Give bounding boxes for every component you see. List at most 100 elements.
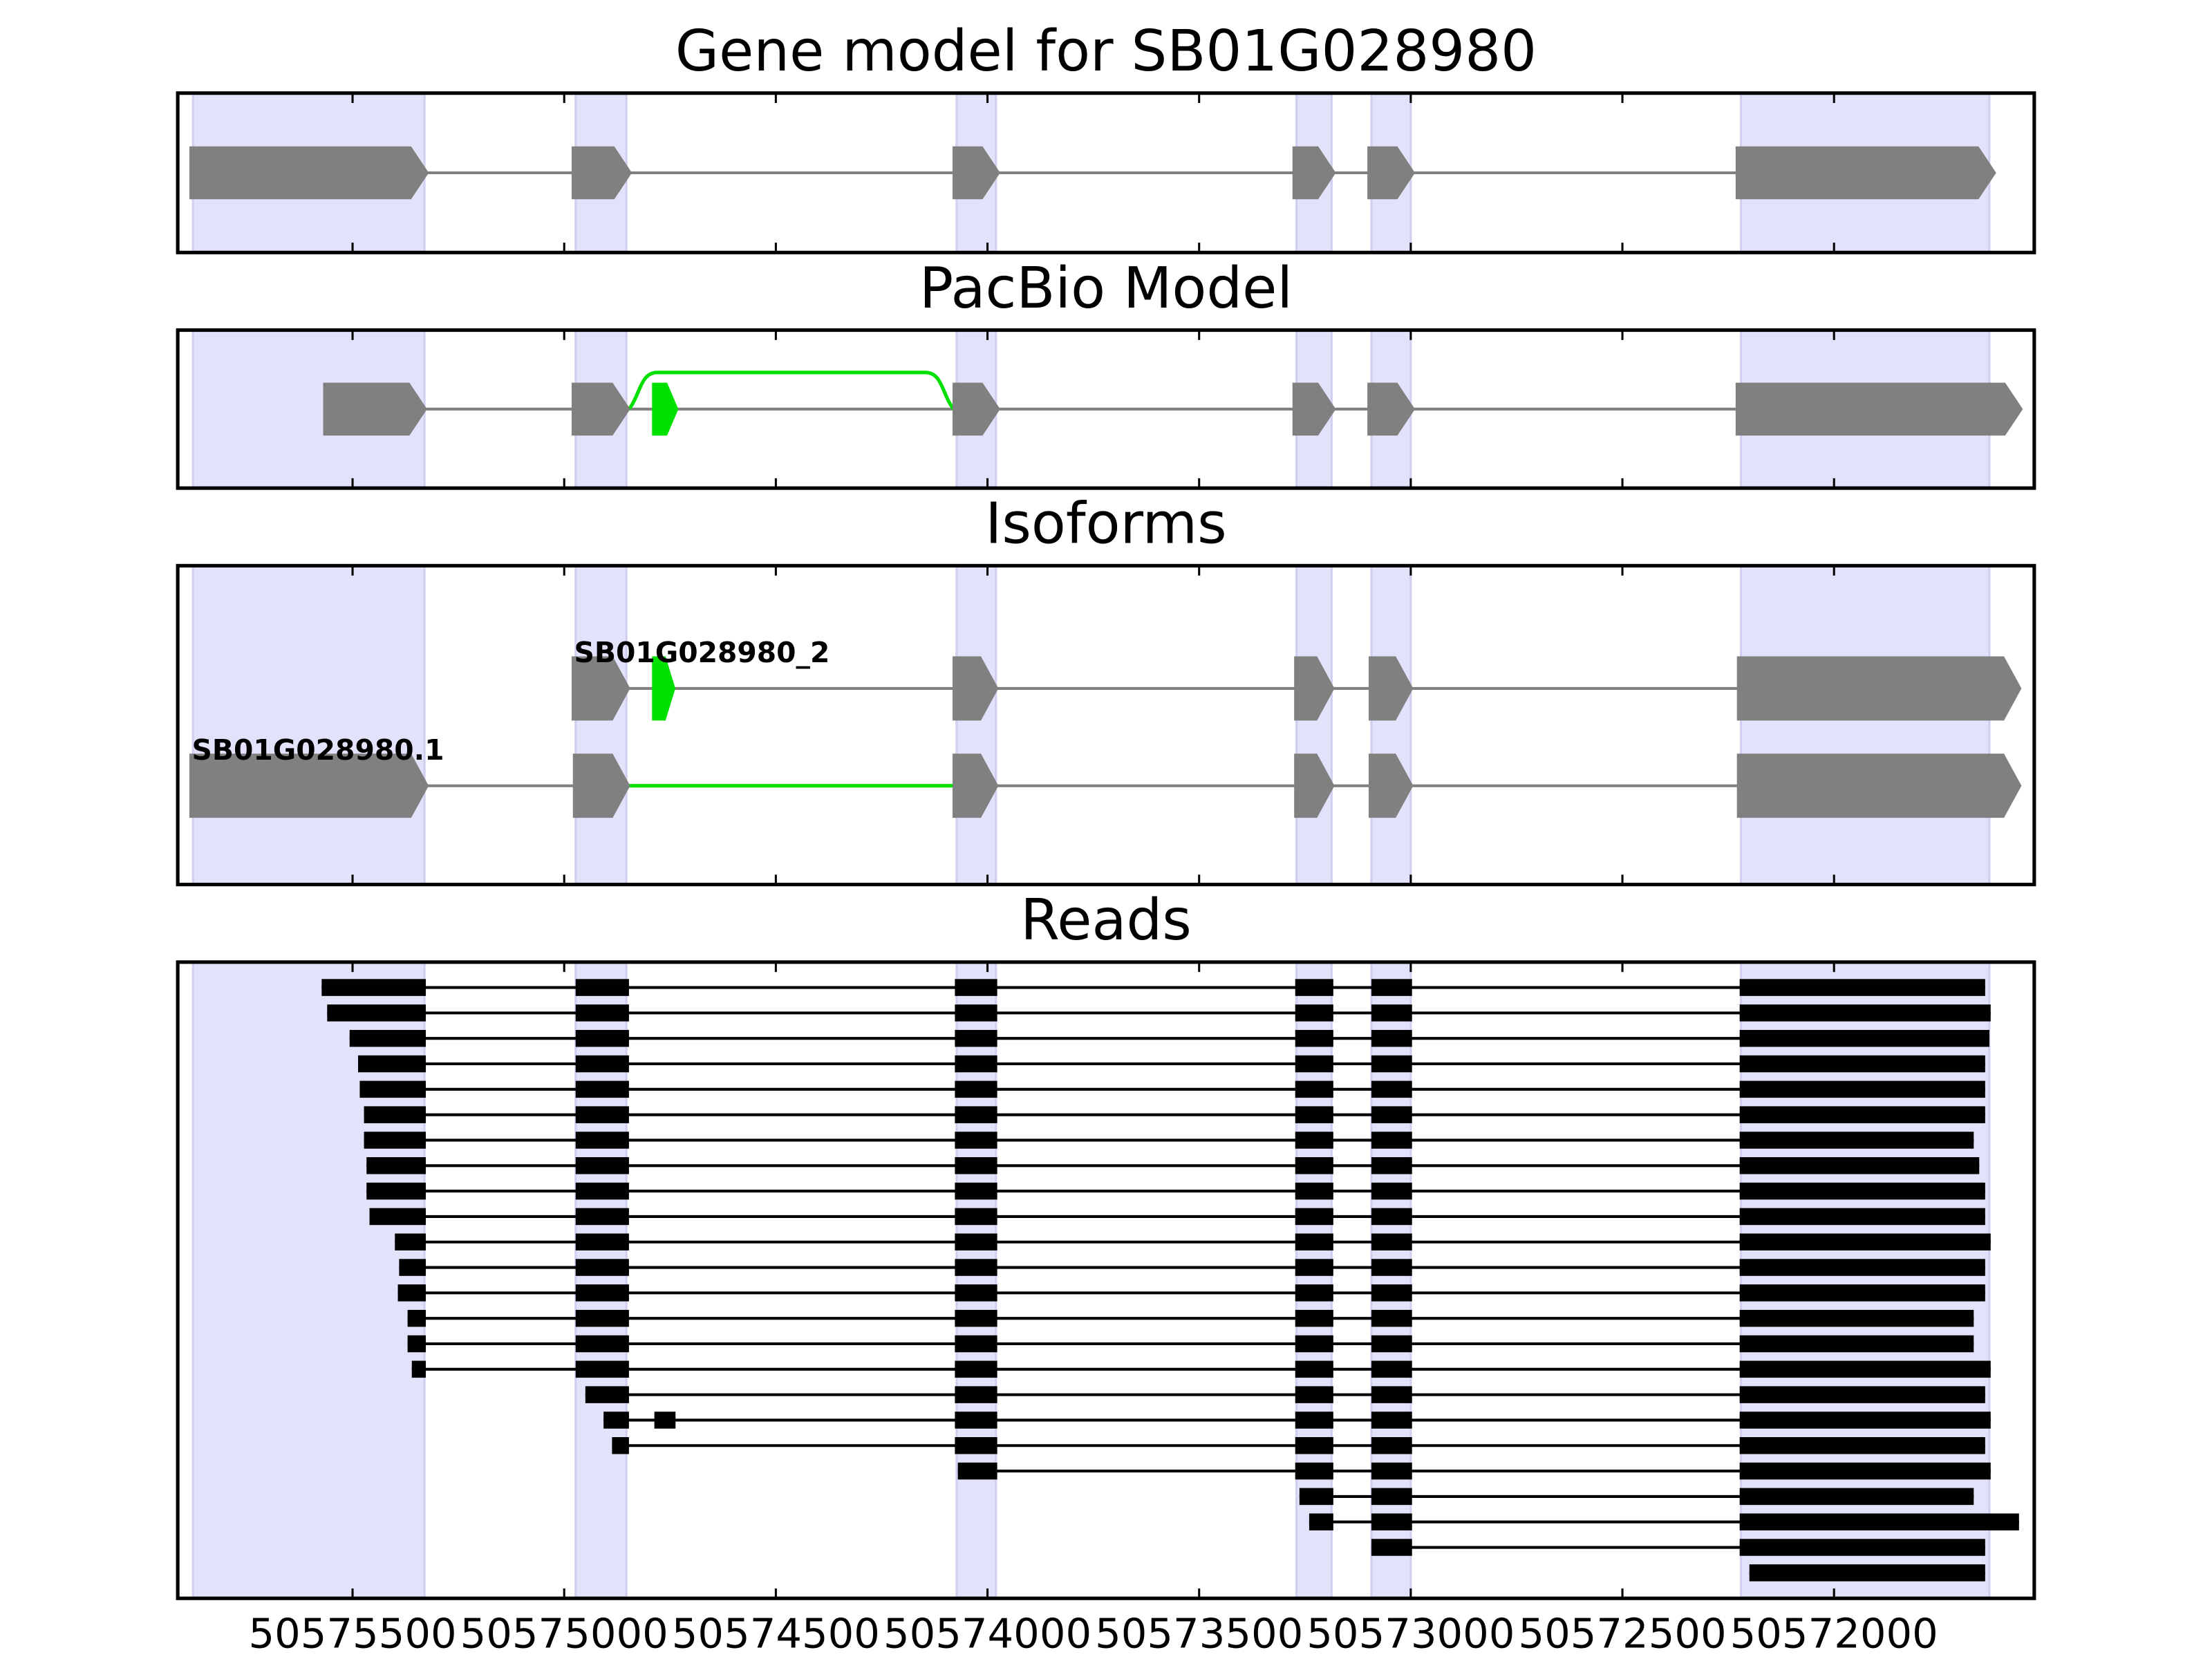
read-block: [1739, 1055, 1985, 1073]
read-block: [1371, 1335, 1412, 1353]
read-block: [1295, 1208, 1333, 1226]
read-block: [955, 1004, 997, 1022]
read-block: [1295, 1437, 1333, 1454]
read-block: [1739, 1132, 1974, 1149]
read-block: [1371, 1029, 1412, 1047]
read-block: [1739, 1462, 1991, 1480]
read-block: [575, 1132, 629, 1149]
exon: [323, 382, 427, 436]
exon: [1736, 753, 2022, 818]
read-block: [575, 1335, 629, 1353]
read-block: [357, 1055, 426, 1073]
read-block: [407, 1335, 426, 1353]
read-block: [955, 1132, 997, 1149]
read-block: [1739, 1437, 1985, 1454]
read-block: [1739, 1106, 1985, 1123]
x-tick-label: 50572500: [1518, 1609, 1726, 1657]
exon: [953, 753, 999, 818]
read-block: [1371, 1412, 1412, 1429]
exon: [1294, 753, 1335, 818]
read-block: [1309, 1513, 1333, 1530]
read-block: [575, 1309, 629, 1327]
read-block: [575, 979, 629, 996]
exon: [1367, 382, 1416, 436]
x-tick-label: 50573500: [1095, 1609, 1303, 1657]
read-block: [1739, 979, 1985, 996]
isoform-label: SB01G028980.1: [192, 733, 444, 767]
read-block: [327, 1004, 426, 1022]
read-block: [1739, 1360, 1991, 1378]
read-block: [399, 1259, 426, 1276]
read-block: [955, 1335, 997, 1353]
read-block: [366, 1182, 426, 1200]
read-block: [955, 1412, 997, 1429]
read-block: [612, 1437, 629, 1454]
x-tick-label: 50574500: [672, 1609, 880, 1657]
panel-title: Gene model for SB01G028980: [675, 19, 1537, 84]
read-block: [575, 1106, 629, 1123]
read-block: [1295, 1335, 1333, 1353]
exon: [571, 382, 630, 436]
panel-frame: [176, 328, 2036, 490]
panel-title: Reads: [1020, 888, 1192, 953]
panel-title: Isoforms: [985, 491, 1226, 557]
read-block: [1371, 1182, 1412, 1200]
read-block: [1371, 1488, 1412, 1506]
panel-frame: [176, 563, 2036, 887]
read-block: [1295, 1182, 1333, 1200]
panel-frame: [176, 91, 2036, 254]
novel-exon: [652, 382, 679, 436]
read-block: [955, 1157, 997, 1174]
read-block: [654, 1412, 676, 1429]
exon: [953, 656, 999, 721]
read-block: [1739, 1029, 1989, 1047]
read-block: [1295, 1462, 1333, 1480]
read-block: [575, 1157, 629, 1174]
read-block: [359, 1080, 426, 1098]
exon: [1292, 382, 1336, 436]
read-block: [366, 1157, 426, 1174]
exon: [1367, 146, 1416, 200]
read-block: [575, 1284, 629, 1302]
read-block: [1739, 1539, 1985, 1556]
read-block: [955, 1309, 997, 1327]
exon: [189, 146, 429, 200]
read-block: [575, 1182, 629, 1200]
novel-junction: [627, 371, 955, 411]
read-block: [575, 1004, 629, 1022]
read-block: [1295, 1055, 1333, 1073]
read-block: [397, 1284, 426, 1302]
exon: [1292, 146, 1336, 200]
read-block: [1295, 1029, 1333, 1047]
read-block: [364, 1132, 426, 1149]
read-block: [585, 1386, 629, 1403]
read-block: [1295, 1259, 1333, 1276]
panel-title: PacBio Model: [919, 256, 1293, 321]
read-block: [1739, 1080, 1985, 1098]
read-block: [603, 1412, 629, 1429]
x-tick-label: 50575500: [248, 1609, 456, 1657]
read-block: [364, 1106, 426, 1123]
read-block: [1371, 1208, 1412, 1226]
read-block: [575, 1233, 629, 1250]
read-block: [1371, 1513, 1412, 1530]
read-block: [411, 1360, 426, 1378]
read-block: [955, 1182, 997, 1200]
highlight-region: [955, 564, 997, 886]
read-block: [955, 1208, 997, 1226]
read-block: [1739, 1182, 1985, 1200]
exon: [1736, 656, 2022, 721]
read-block: [1739, 1386, 1985, 1403]
read-block: [349, 1029, 426, 1047]
read-block: [575, 1360, 629, 1378]
read-block: [1739, 1488, 1974, 1506]
read-block: [575, 1029, 629, 1047]
x-tick-label: 50574000: [883, 1609, 1091, 1657]
exon: [1294, 656, 1335, 721]
read-block: [1739, 1309, 1974, 1327]
read-block: [1295, 1080, 1333, 1098]
read-block: [1371, 1157, 1412, 1174]
read-block: [1371, 1360, 1412, 1378]
read-block: [575, 1208, 629, 1226]
